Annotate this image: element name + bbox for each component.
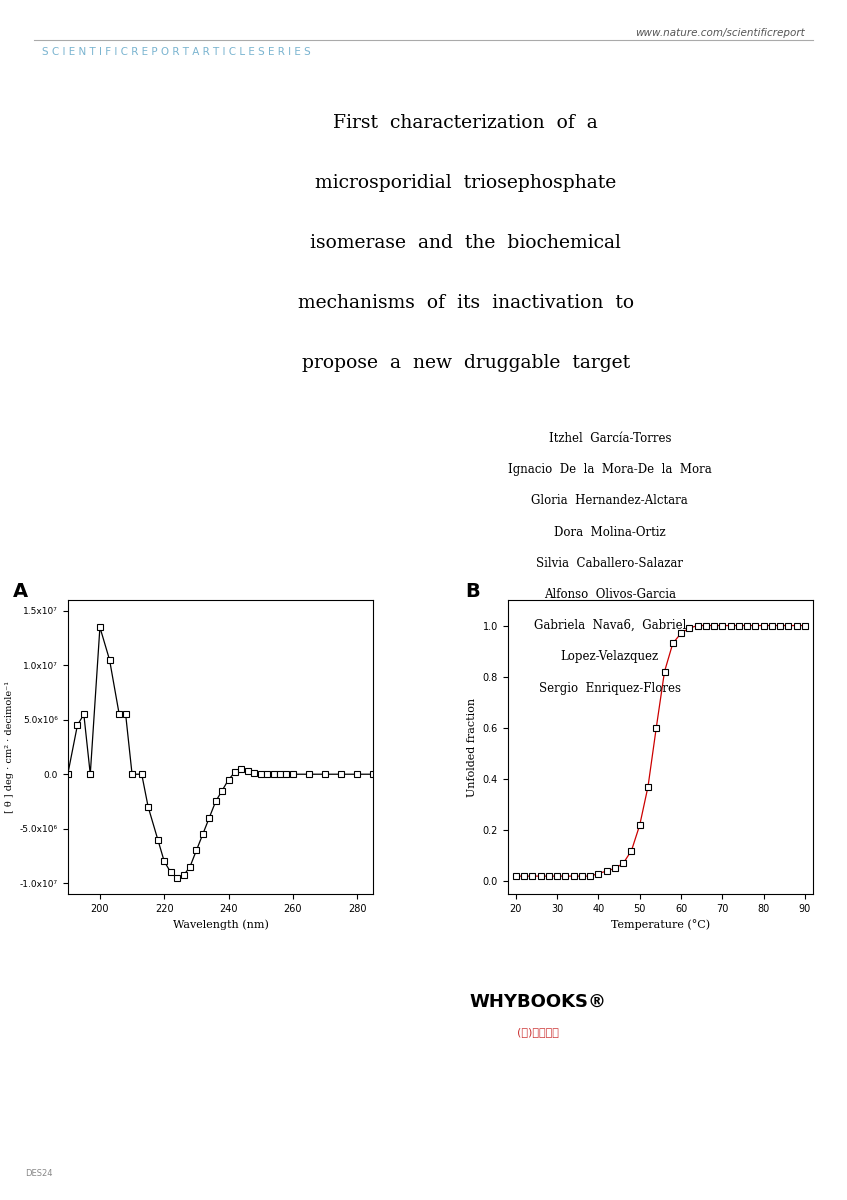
Text: isomerase  and  the  biochemical: isomerase and the biochemical: [310, 234, 622, 252]
Text: mechanisms  of  its  inactivation  to: mechanisms of its inactivation to: [298, 294, 634, 312]
Text: Alfonso  Olivos-Garcia: Alfonso Olivos-Garcia: [544, 588, 676, 601]
Text: propose  a  new  druggable  target: propose a new druggable target: [302, 354, 630, 372]
Text: Gabriela  Nava6,  Gabriel: Gabriela Nava6, Gabriel: [534, 619, 686, 632]
X-axis label: Temperature (°C): Temperature (°C): [611, 919, 710, 930]
Y-axis label: [ θ ] deg · cm² · decimole⁻¹: [ θ ] deg · cm² · decimole⁻¹: [5, 680, 14, 814]
Text: B: B: [465, 582, 479, 601]
Text: www.nature.com/scientificreport: www.nature.com/scientificreport: [635, 28, 805, 37]
Text: First  characterization  of  a: First characterization of a: [334, 114, 598, 132]
Text: Lopez-Velazquez: Lopez-Velazquez: [561, 650, 659, 664]
Text: S C I E N T I F I C R E P O R T A R T I C L E S E R I E S: S C I E N T I F I C R E P O R T A R T I …: [42, 47, 311, 56]
Text: Dora  Molina-Ortiz: Dora Molina-Ortiz: [554, 526, 666, 539]
Text: A: A: [13, 582, 28, 601]
X-axis label: Wavelength (nm): Wavelength (nm): [173, 919, 268, 930]
Text: Gloria  Hernandez-Alctara: Gloria Hernandez-Alctara: [531, 494, 689, 508]
Text: (주)와이북스: (주)와이북스: [517, 1027, 559, 1037]
Text: microsporidial  triosephosphate: microsporidial triosephosphate: [315, 174, 617, 192]
Text: DES24: DES24: [25, 1169, 53, 1178]
Text: Ignacio  De  la  Mora-De  la  Mora: Ignacio De la Mora-De la Mora: [508, 463, 711, 476]
Y-axis label: Unfolded fraction: Unfolded fraction: [467, 697, 477, 797]
Text: Itzhel  García-Torres: Itzhel García-Torres: [549, 432, 671, 445]
Text: Sergio  Enriquez-Flores: Sergio Enriquez-Flores: [539, 682, 681, 695]
Text: WHYBOOKS®: WHYBOOKS®: [469, 994, 606, 1010]
Text: Silvia  Caballero-Salazar: Silvia Caballero-Salazar: [536, 557, 684, 570]
